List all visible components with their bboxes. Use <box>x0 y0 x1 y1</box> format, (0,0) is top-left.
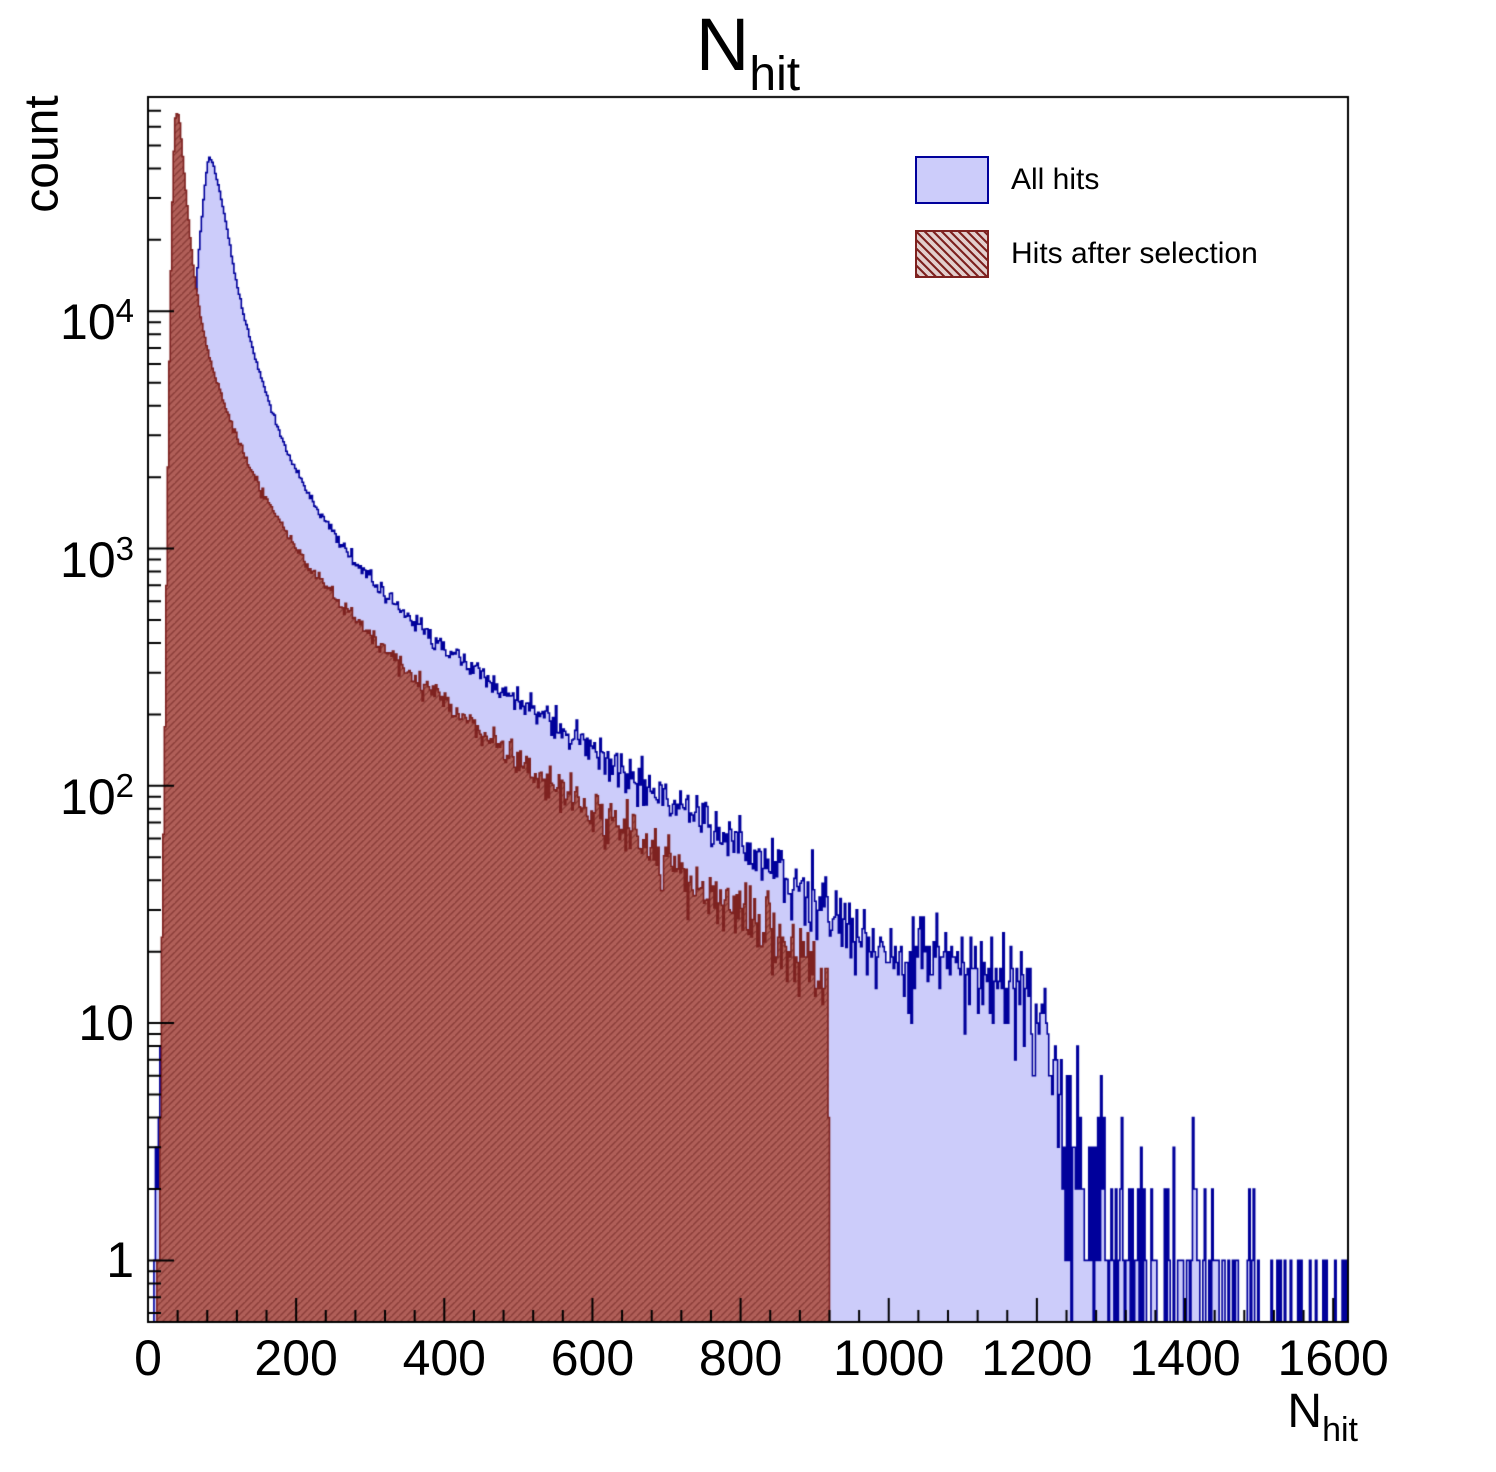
x-axis-label-sub: hit <box>1322 1411 1358 1449</box>
x-axis-label-main: N <box>1287 1385 1323 1438</box>
y-tick-label: 104 <box>60 292 134 351</box>
x-tick-label: 200 <box>254 1330 338 1386</box>
legend-label-hits-after-selection: Hits after selection <box>1011 237 1258 270</box>
x-tick-label: 1000 <box>833 1330 945 1386</box>
y-tick-label: 103 <box>60 529 134 588</box>
y-axis-label: count <box>15 95 69 213</box>
chart-title: Nhit <box>696 2 800 102</box>
x-tick-label: 400 <box>402 1330 486 1386</box>
hits-after-selection-swatch <box>915 230 989 278</box>
chart-title-main: N <box>695 3 750 86</box>
legend-label-all-hits: All hits <box>1011 163 1100 196</box>
chart-title-sub: hit <box>749 48 801 101</box>
y-tick-label: 102 <box>60 766 134 825</box>
x-tick-label: 1200 <box>981 1330 1093 1386</box>
x-tick-label: 800 <box>698 1330 783 1386</box>
legend-entry-all-hits: All hits <box>915 156 1258 204</box>
legend-entry-hits-after-selection: Hits after selection <box>915 230 1258 278</box>
legend: All hits Hits after selection <box>915 156 1258 278</box>
y-tick-label: 10 <box>78 995 134 1052</box>
x-tick-label: 0 <box>134 1330 162 1386</box>
x-tick-label: 1400 <box>1129 1330 1241 1386</box>
x-tick-label: 600 <box>550 1330 635 1386</box>
x-tick-label: 1600 <box>1277 1330 1389 1386</box>
x-axis-label: Nhit <box>1287 1384 1358 1450</box>
y-tick-label: 1 <box>106 1232 134 1289</box>
all-hits-swatch <box>915 156 989 204</box>
